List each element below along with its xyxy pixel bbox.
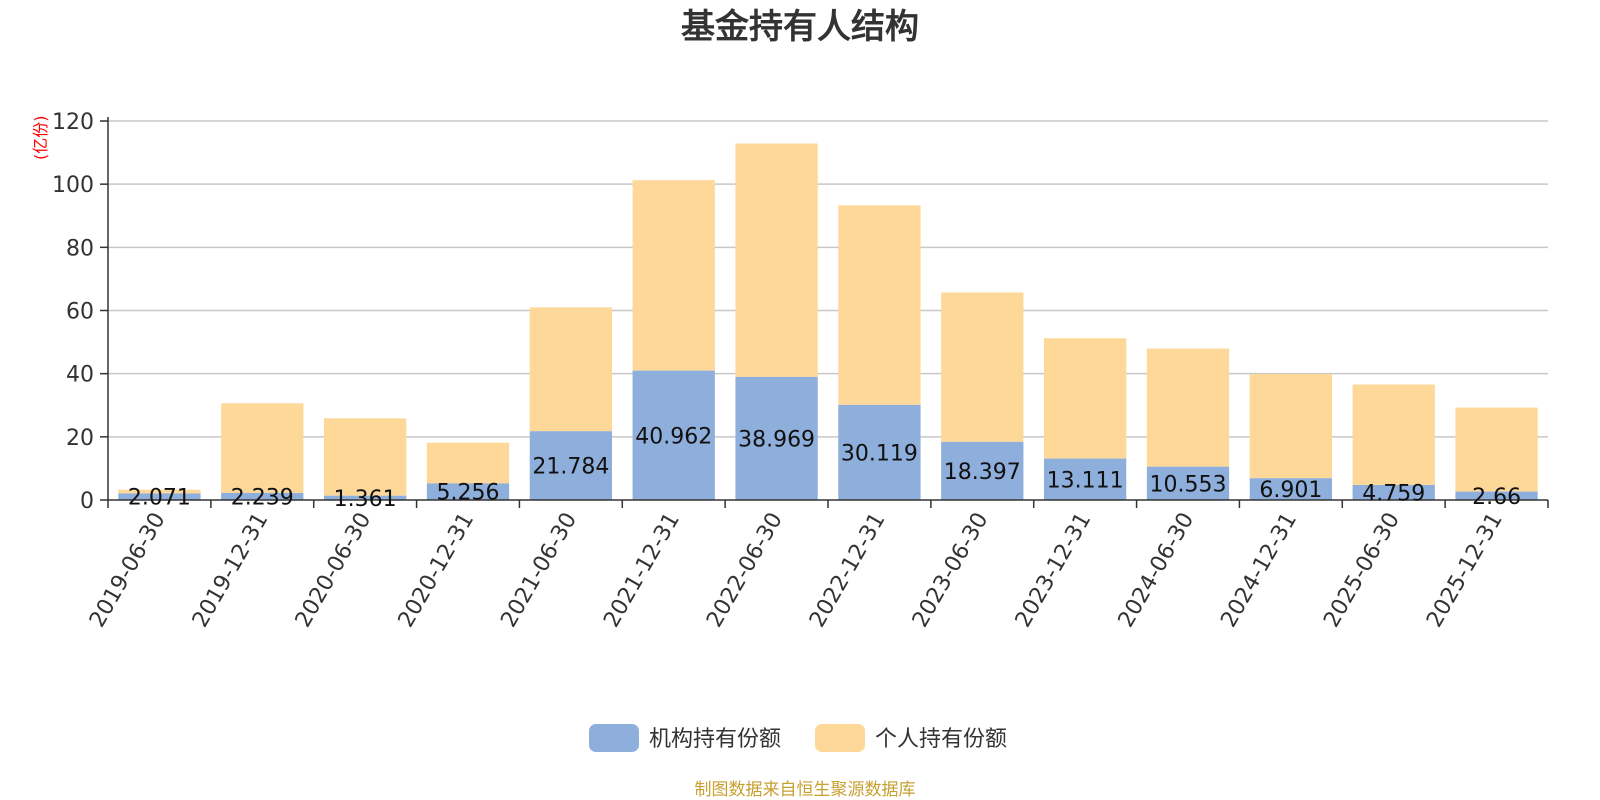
data-label-institutional: 21.784 [532, 455, 609, 480]
bar-institutional [426, 483, 510, 500]
x-tick-label: 2022-06-30 [702, 509, 788, 632]
x-tick-label: 2024-06-30 [1114, 509, 1200, 632]
bar-individual [118, 489, 201, 494]
y-tick-label: 80 [66, 236, 94, 261]
data-label-institutional: 2.071 [128, 486, 191, 511]
x-tick-label: 2025-06-30 [1319, 509, 1405, 632]
y-tick-label: 0 [80, 489, 94, 514]
legend: 机构持有份额 个人持有份额 [589, 724, 1007, 752]
bar-individual [1455, 407, 1538, 492]
data-label-institutional: 13.111 [1047, 468, 1124, 493]
legend-label-institutional: 机构持有份额 [649, 727, 781, 752]
x-axis: 2019-06-30 2019-12-31 2020-06-30 2020-12-31… [85, 499, 1549, 632]
bar-individual [1249, 373, 1332, 479]
legend-swatch-institutional [589, 724, 639, 752]
x-tick-label: 2019-12-31 [188, 509, 274, 632]
bar-institutional [1455, 491, 1538, 500]
x-tick-label: 2024-12-31 [1216, 509, 1302, 632]
y-tick-label: 100 [52, 173, 94, 198]
bar-institutional [118, 493, 201, 500]
y-tick-label: 60 [66, 300, 94, 325]
bar-institutional [221, 492, 304, 500]
x-tick-label: 2021-12-31 [599, 509, 685, 632]
data-label-institutional: 38.969 [738, 427, 815, 452]
y-tick-label: 120 [52, 110, 94, 135]
legend-label-individual: 个人持有份额 [875, 727, 1007, 752]
bar-individual [221, 403, 304, 493]
bars [118, 143, 1538, 500]
x-tick-label: 2020-06-30 [291, 509, 377, 632]
bar-individual [324, 418, 407, 496]
data-label-institutional: 40.962 [635, 424, 712, 449]
x-tick-label: 2019-06-30 [85, 509, 171, 632]
x-tick-label: 2023-06-30 [908, 509, 994, 632]
data-label-institutional: 10.553 [1150, 472, 1227, 497]
bar-institutional [1352, 484, 1435, 500]
bar-individual [1044, 338, 1127, 459]
data-labels: 2.071 2.239 1.361 5.256 21.784 40.962 38.969 30… [128, 424, 1521, 512]
bar-individual [1146, 348, 1230, 467]
bar-institutional [1146, 466, 1230, 500]
data-label-institutional: 30.119 [841, 441, 918, 466]
data-label-institutional: 5.256 [437, 481, 500, 506]
bar-individual [941, 292, 1024, 442]
y-axis-unit-label: (亿份) [31, 116, 50, 161]
bar-institutional [324, 495, 407, 500]
bar-institutional [838, 404, 921, 500]
data-label-institutional: 1.361 [334, 487, 397, 512]
chart-title: 基金持有人结构 [681, 7, 919, 47]
legend-item-individual[interactable]: 个人持有份额 [815, 724, 1007, 752]
source-note: 制图数据来自恒生聚源数据库 [695, 780, 916, 800]
x-tick-label: 2025-12-31 [1422, 509, 1508, 632]
bar-institutional [735, 376, 818, 500]
bar-institutional [529, 431, 612, 500]
bar-individual [529, 307, 612, 432]
bar-institutional [1044, 458, 1127, 500]
bar-individual [1352, 384, 1435, 485]
legend-swatch-individual [815, 724, 865, 752]
y-tick-label: 40 [66, 363, 94, 388]
y-tick-label: 20 [66, 426, 94, 451]
data-label-institutional: 4.759 [1362, 481, 1425, 506]
data-label-institutional: 2.66 [1472, 485, 1521, 510]
bar-institutional [941, 441, 1024, 500]
x-tick-label: 2021-06-30 [496, 509, 582, 632]
x-tick-label: 2023-12-31 [1011, 509, 1097, 632]
bar-individual [838, 205, 921, 405]
bar-individual [735, 143, 818, 377]
x-tick-label: 2022-12-31 [805, 509, 891, 632]
bar-institutional [1249, 478, 1332, 500]
bar-institutional [632, 370, 715, 500]
bar-individual [632, 180, 715, 371]
data-label-institutional: 6.901 [1259, 478, 1322, 503]
y-axis: 0 20 40 60 80 100 120 [52, 110, 109, 514]
data-label-institutional: 18.397 [944, 460, 1021, 485]
x-tick-label: 2020-12-31 [394, 509, 480, 632]
bar-individual [426, 442, 510, 484]
legend-item-institutional[interactable]: 机构持有份额 [589, 724, 781, 752]
data-label-institutional: 2.239 [231, 485, 294, 510]
